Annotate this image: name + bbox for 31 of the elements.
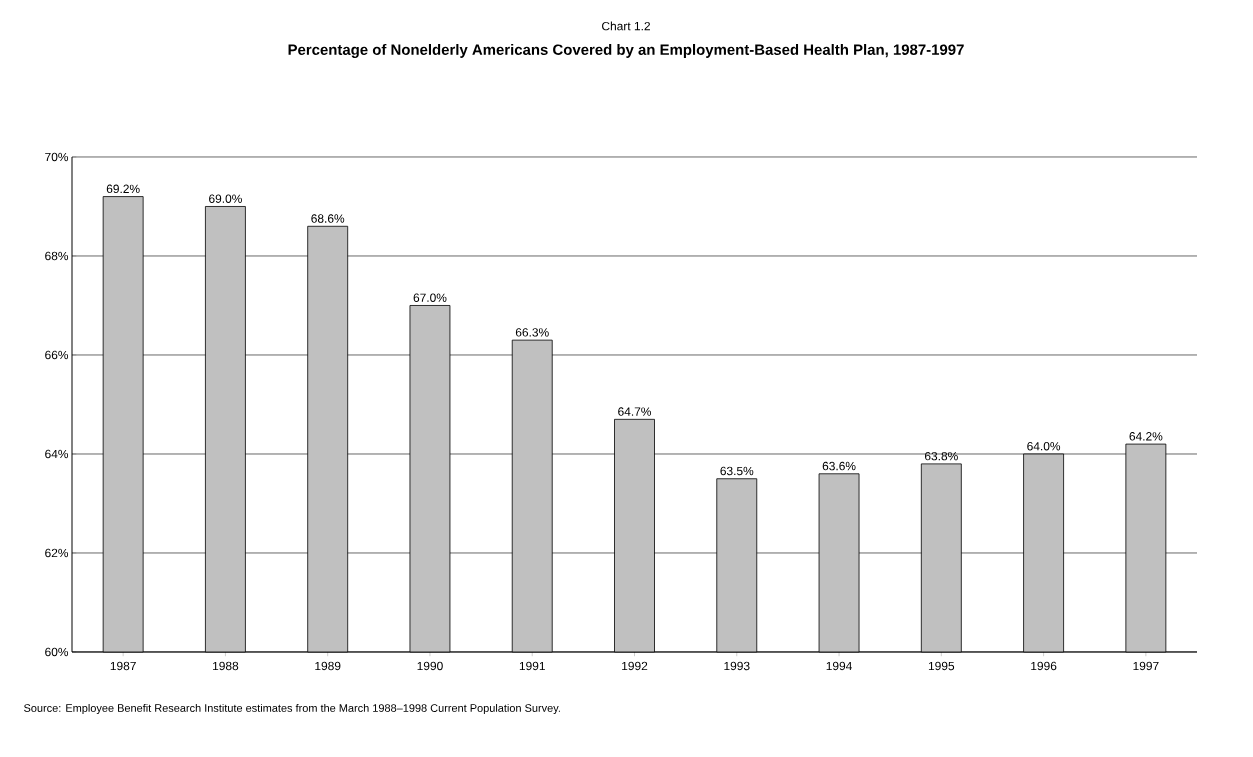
- x-tick-label: 1992: [622, 661, 648, 671]
- data-label: 67.0%: [413, 293, 447, 302]
- x-tick-label: 1997: [1133, 661, 1159, 671]
- y-tick-label: 62%: [45, 548, 69, 558]
- x-tick-label: 1988: [213, 661, 239, 671]
- x-tick-label: 1987: [110, 661, 136, 671]
- y-tick-label: 70%: [45, 152, 69, 162]
- x-tick-label: 1995: [928, 661, 955, 671]
- x-tick-label: 1991: [519, 661, 545, 671]
- data-label: 64.7%: [618, 407, 652, 416]
- x-tick-label: 1990: [417, 661, 443, 671]
- y-tick-label: 66%: [45, 350, 69, 360]
- data-label: 68.6%: [311, 214, 345, 223]
- chart-subtitle: Chart 1.2: [602, 21, 650, 31]
- data-label: 69.0%: [209, 194, 242, 203]
- data-label: 69.2%: [106, 184, 140, 194]
- x-tick-label: 1996: [1031, 661, 1057, 671]
- x-tick-label: 1993: [724, 661, 750, 671]
- y-tick-label: 68%: [45, 251, 69, 261]
- y-tick-label: 60%: [45, 647, 69, 657]
- chart-title: Percentage of Nonelderly Americans Covered by an Employment-Based Health Plan, 1987-1997: [288, 43, 964, 58]
- data-label: 63.8%: [924, 451, 958, 461]
- data-label: 66.3%: [515, 328, 549, 337]
- data-label: 63.6%: [822, 461, 856, 471]
- data-label: 64.2%: [1129, 432, 1163, 441]
- y-tick-label: 64%: [45, 449, 69, 459]
- data-label: 63.5%: [720, 466, 754, 476]
- source-note: Source: Employee Benefit Research Institute estimates from the March 1988–1998 Current Population Survey.: [24, 703, 560, 715]
- data-label: 64.0%: [1027, 442, 1061, 451]
- x-tick-label: 1989: [315, 661, 341, 671]
- x-tick-label: 1994: [826, 661, 852, 671]
